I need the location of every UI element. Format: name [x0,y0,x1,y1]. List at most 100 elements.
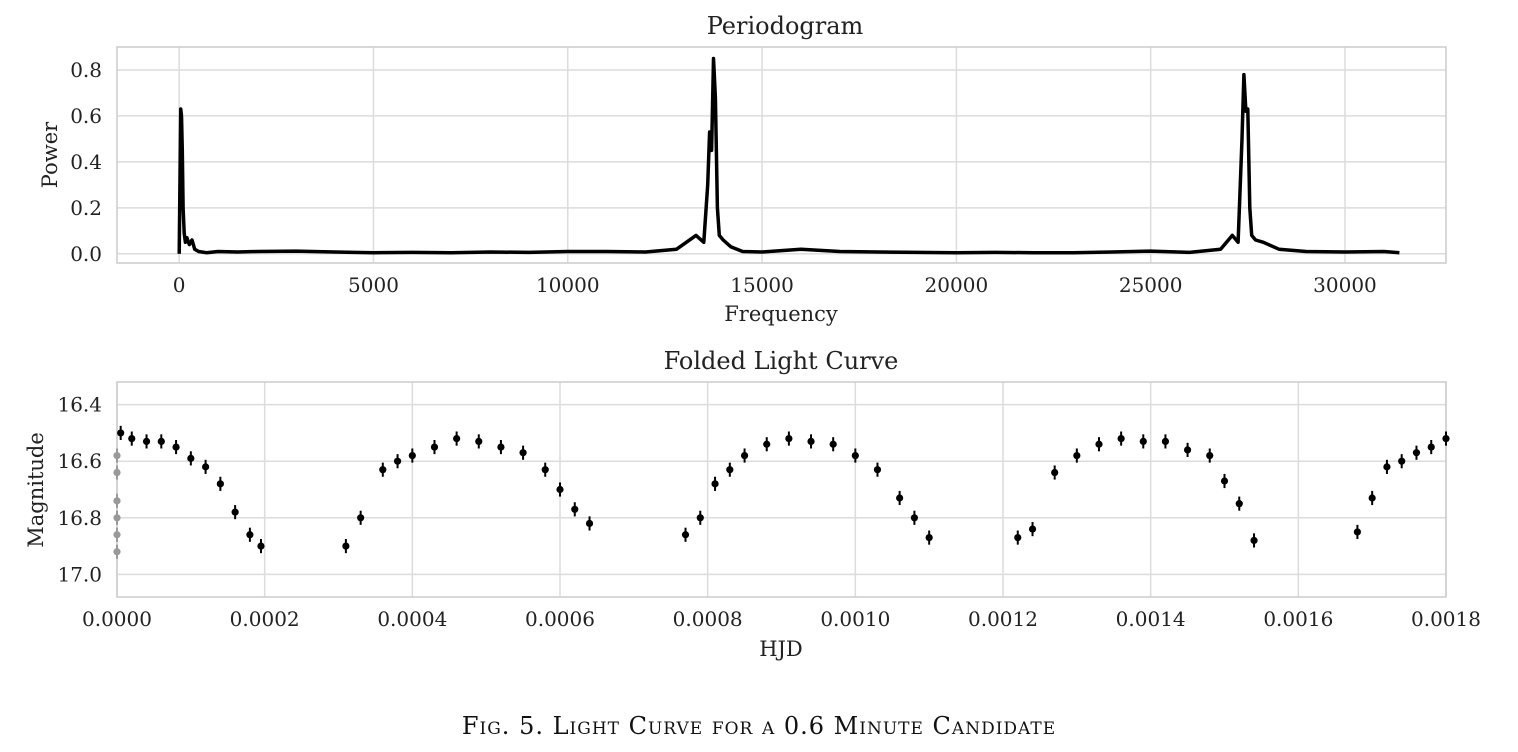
periodogram-x-tick-label: 30000 [1313,273,1377,297]
folded-light-curve-point [1014,530,1022,545]
folded-light-curve-x-tick-label: 0.0004 [377,607,447,631]
folded-light-curve-point [216,476,224,491]
folded-light-curve-x-ticks: 0.0000 0.0002 0.0004 0.0006 0.0008 0.0010 0.00… [82,607,1481,631]
folded-light-curve-point [113,448,121,463]
folded-light-curve-point [408,448,416,463]
periodogram-line [177,56,1400,255]
folded-light-curve-point [711,476,719,491]
folded-light-curve-point [873,462,882,477]
periodogram-chart: Periodogram 0.0 0.2 0.4 0.6 0.8 0 5000 10000 15… [38,12,1447,326]
folded-light-curve-point [157,434,165,449]
periodogram-x-tick-label: 20000 [925,273,989,297]
folded-light-curve-y-ticks: 16.4 16.6 16.8 17.0 [57,393,102,587]
folded-light-curve-x-tick-label: 0.0008 [673,607,743,631]
folded-light-curve-point [1117,431,1125,446]
periodogram-x-ticks: 0 5000 10000 15000 20000 25000 30000 [173,273,1377,297]
folded-light-curve-point [430,439,439,455]
folded-light-curve-y-tick-label: 16.8 [57,506,102,530]
folded-light-curve-point [556,482,564,497]
periodogram-x-tick-label: 15000 [730,273,794,297]
folded-light-curve-point [696,510,704,525]
folded-light-curve-point [172,439,180,455]
folded-light-curve-point [231,505,239,520]
folded-light-curve-point [1028,522,1037,537]
folded-light-curve-x-tick-label: 0.0012 [968,607,1038,631]
folded-light-curve-point [1412,445,1421,460]
folded-light-curve-point [113,465,121,480]
folded-light-curve-point [257,539,265,554]
periodogram-y-tick-label: 0.0 [70,242,102,266]
folded-light-curve-x-tick-label: 0.0014 [1116,607,1186,631]
folded-light-curve-point [1220,473,1229,489]
folded-light-curve-point [829,437,837,452]
folded-light-curve-point [1095,437,1103,452]
periodogram-title: Periodogram [707,12,864,40]
periodogram-y-tick-label: 0.6 [70,104,102,128]
folded-light-curve-point [1161,434,1170,449]
folded-light-curve-grid [116,382,1447,597]
folded-light-curve-point [113,510,121,525]
folded-light-curve-point [1139,434,1147,449]
folded-light-curve-point [357,510,365,525]
periodogram-x-tick-label: 25000 [1119,273,1183,297]
folded-light-curve-x-tick-label: 0.0000 [82,607,152,631]
folded-light-curve-point [246,527,254,542]
folded-light-curve-point [1383,459,1391,474]
periodogram-x-tick-label: 0 [173,273,186,297]
periodogram-x-tick-label: 5000 [348,273,399,297]
folded-light-curve-point [1368,490,1376,506]
periodogram-y-tick-label: 0.4 [70,150,102,174]
folded-light-curve-point [1235,496,1243,511]
folded-light-curve-point [1398,454,1406,469]
figure-caption: Fig. 5. Light Curve for a 0.6 Minute Can… [461,712,1057,740]
folded-light-curve-title: Folded Light Curve [664,347,899,375]
folded-light-curve-point [851,448,859,463]
periodogram-x-axis-label: Frequency [724,302,838,326]
folded-light-curve-plot-area [116,381,1447,598]
periodogram-y-tick-label: 0.8 [70,58,102,82]
folded-light-curve-point [519,445,527,460]
periodogram-y-ticks: 0.0 0.2 0.4 0.6 0.8 [70,58,102,266]
folded-light-curve-point [117,425,125,440]
folded-light-curve-point [113,527,121,542]
folded-light-curve-point [1073,448,1081,463]
folded-light-curve-x-tick-label: 0.0010 [820,607,890,631]
folded-light-curve-y-axis-label: Magnitude [24,432,48,548]
folded-light-curve-point [379,462,387,477]
folded-light-curve-point [585,516,594,531]
folded-light-curve-point [113,493,121,508]
folded-light-curve-x-tick-label: 0.0006 [525,607,595,631]
folded-light-curve-point [187,451,195,466]
folded-light-curve-point [128,431,136,446]
folded-light-curve-point [202,459,210,474]
folded-light-curve-point [1442,431,1450,446]
folded-light-curve-point [393,454,402,469]
folded-light-curve-points [113,425,1450,559]
periodogram-x-tick-label: 10000 [536,273,600,297]
folded-light-curve-y-tick-label: 16.4 [57,393,102,417]
folded-light-curve-point [807,434,815,449]
folded-light-curve-point [541,462,549,477]
folded-light-curve-point [740,448,749,463]
periodogram-y-axis-label: Power [38,121,62,188]
folded-light-curve-point [113,544,121,559]
folded-light-curve-point [896,490,904,506]
folded-light-curve-point [453,431,461,446]
folded-light-curve-point [475,434,483,449]
folded-light-curve-point [1353,524,1361,540]
folded-light-curve-point [1183,442,1192,457]
folded-light-curve-point [785,431,793,446]
folded-light-curve-point [1250,533,1258,548]
periodogram-plot-area [116,46,1447,264]
folded-light-curve-point [571,502,579,517]
folded-light-curve-y-tick-label: 17.0 [57,562,102,586]
folded-light-curve-point [910,510,919,525]
folded-light-curve-point [1427,439,1435,455]
folded-light-curve-x-tick-label: 0.0002 [230,607,300,631]
folded-light-curve-y-tick-label: 16.6 [57,449,102,473]
folded-light-curve-chart: Folded Light Curve 16.4 16.6 16.8 17.0 0.00… [24,347,1481,661]
folded-light-curve-x-axis-label: HJD [759,637,803,661]
folded-light-curve-point [763,437,771,452]
folded-light-curve-point [1051,465,1059,480]
